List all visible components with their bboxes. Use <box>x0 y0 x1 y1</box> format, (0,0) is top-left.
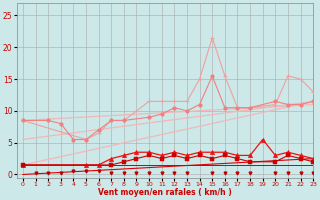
X-axis label: Vent moyen/en rafales ( km/h ): Vent moyen/en rafales ( km/h ) <box>98 188 232 197</box>
